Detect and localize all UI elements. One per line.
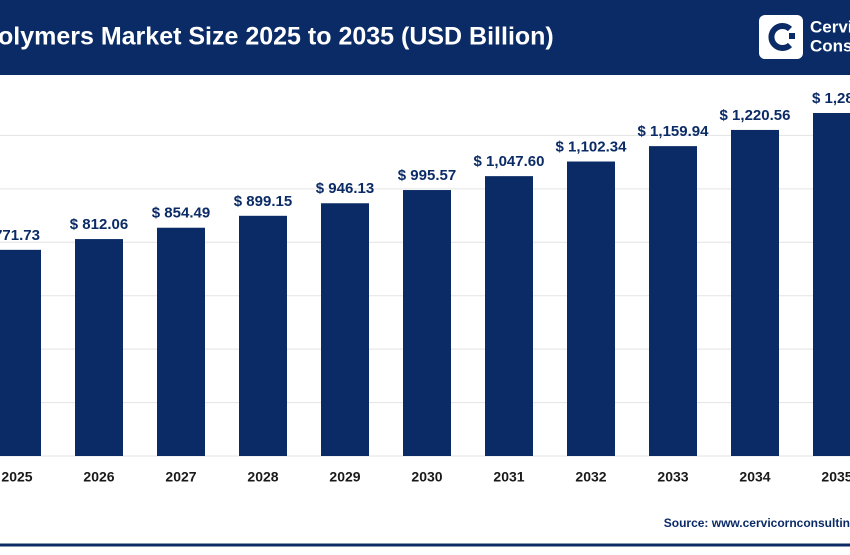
value-label: $ 854.49 xyxy=(152,205,210,222)
bar xyxy=(75,239,123,456)
x-tick-label: 2034 xyxy=(739,469,770,485)
bar xyxy=(239,215,287,456)
bar xyxy=(485,176,533,456)
value-label: $ 1,159.94 xyxy=(638,123,710,140)
value-label: $ 1,102.34 xyxy=(556,138,628,155)
value-label: $ 1,220.56 xyxy=(720,107,791,124)
logo-icon xyxy=(768,23,793,51)
logo-dot xyxy=(789,33,795,39)
logo-box xyxy=(759,15,803,59)
value-label: $ 899.15 xyxy=(234,193,292,210)
bar xyxy=(0,249,41,456)
value-label: $ 1,047.60 xyxy=(474,153,545,170)
logo-text: Cervi xyxy=(810,17,850,36)
bar xyxy=(731,129,779,457)
bar xyxy=(649,146,697,456)
x-tick-label: 2033 xyxy=(657,469,688,485)
x-tick-label: 2028 xyxy=(247,469,278,485)
bar xyxy=(813,112,850,456)
logo: Cervi Cons xyxy=(759,15,850,59)
x-tick-label: 2030 xyxy=(411,469,442,485)
x-tick-label: 2032 xyxy=(575,469,606,485)
source-note: Source: www.cervicornconsultin xyxy=(664,516,850,530)
value-label: $ 946.13 xyxy=(316,180,374,197)
header-bar xyxy=(0,0,850,75)
value-label: $ 995.57 xyxy=(398,167,456,184)
value-label: 771.73 xyxy=(0,227,40,244)
logo-text: Cons xyxy=(810,36,850,55)
bar xyxy=(403,190,451,456)
x-tick-label: 2026 xyxy=(83,469,114,485)
x-tick-label: 2029 xyxy=(329,469,360,485)
x-tick-label: 2027 xyxy=(165,469,196,485)
value-label: $ 1,284 xyxy=(812,90,850,107)
x-tick-label: 2031 xyxy=(493,469,524,485)
bar xyxy=(157,227,205,456)
chart-title: olymers Market Size 2025 to 2035 (USD Bi… xyxy=(0,23,554,51)
value-label: $ 812.06 xyxy=(70,216,128,233)
bar xyxy=(321,203,369,456)
bar xyxy=(567,161,615,456)
x-tick-label: 2035 xyxy=(821,469,850,485)
x-tick-label: 2025 xyxy=(1,469,32,485)
